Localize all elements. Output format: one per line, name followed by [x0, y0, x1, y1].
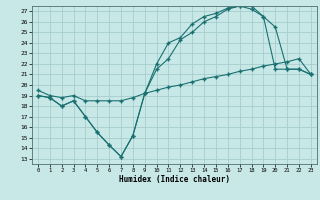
X-axis label: Humidex (Indice chaleur): Humidex (Indice chaleur)	[119, 175, 230, 184]
